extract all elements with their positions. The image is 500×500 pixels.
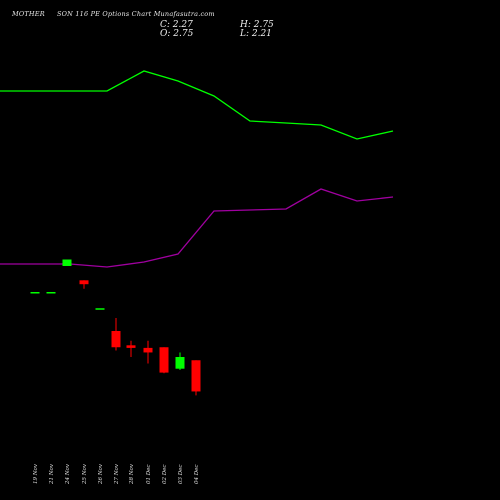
candle-body	[175, 357, 185, 369]
chart-title-text: SON 116 PE Options Chart Munafasutra.com	[57, 10, 215, 18]
x-tick-label: 19 Nov	[33, 463, 39, 484]
close-readout: C: 2.27	[160, 20, 193, 30]
low-readout: L: 2.21	[240, 29, 272, 39]
candle-body	[159, 347, 169, 373]
chart-title-symbol: MOTHER	[12, 10, 45, 18]
candle-body	[46, 292, 56, 294]
candle-body	[111, 331, 121, 348]
candle-body	[95, 308, 105, 310]
high-readout: H: 2.75	[240, 20, 274, 30]
x-tick-label: 04 Dec	[194, 465, 200, 485]
x-tick-label: 27 Nov	[114, 463, 120, 485]
x-tick-label: 01 Dec	[146, 465, 152, 485]
candle-body	[30, 292, 40, 294]
candle-body	[62, 259, 72, 266]
average-line-2	[0, 188, 394, 268]
open-readout: O: 2.75	[160, 29, 194, 39]
x-tick-label: 24 Nov	[65, 463, 71, 485]
candle-body	[79, 280, 89, 285]
x-tick-label: 02 Dec	[162, 465, 168, 485]
x-tick-label: 03 Dec	[178, 465, 184, 485]
candle-body	[191, 360, 201, 392]
candle-body	[143, 347, 153, 353]
x-tick-label: 26 Nov	[98, 463, 104, 485]
x-tick-label: 28 Nov	[129, 463, 135, 485]
x-tick-label: 21 Nov	[49, 463, 55, 485]
candle-body	[126, 345, 136, 348]
x-tick-label: 25 Nov	[82, 463, 88, 485]
average-line-1	[0, 70, 394, 140]
